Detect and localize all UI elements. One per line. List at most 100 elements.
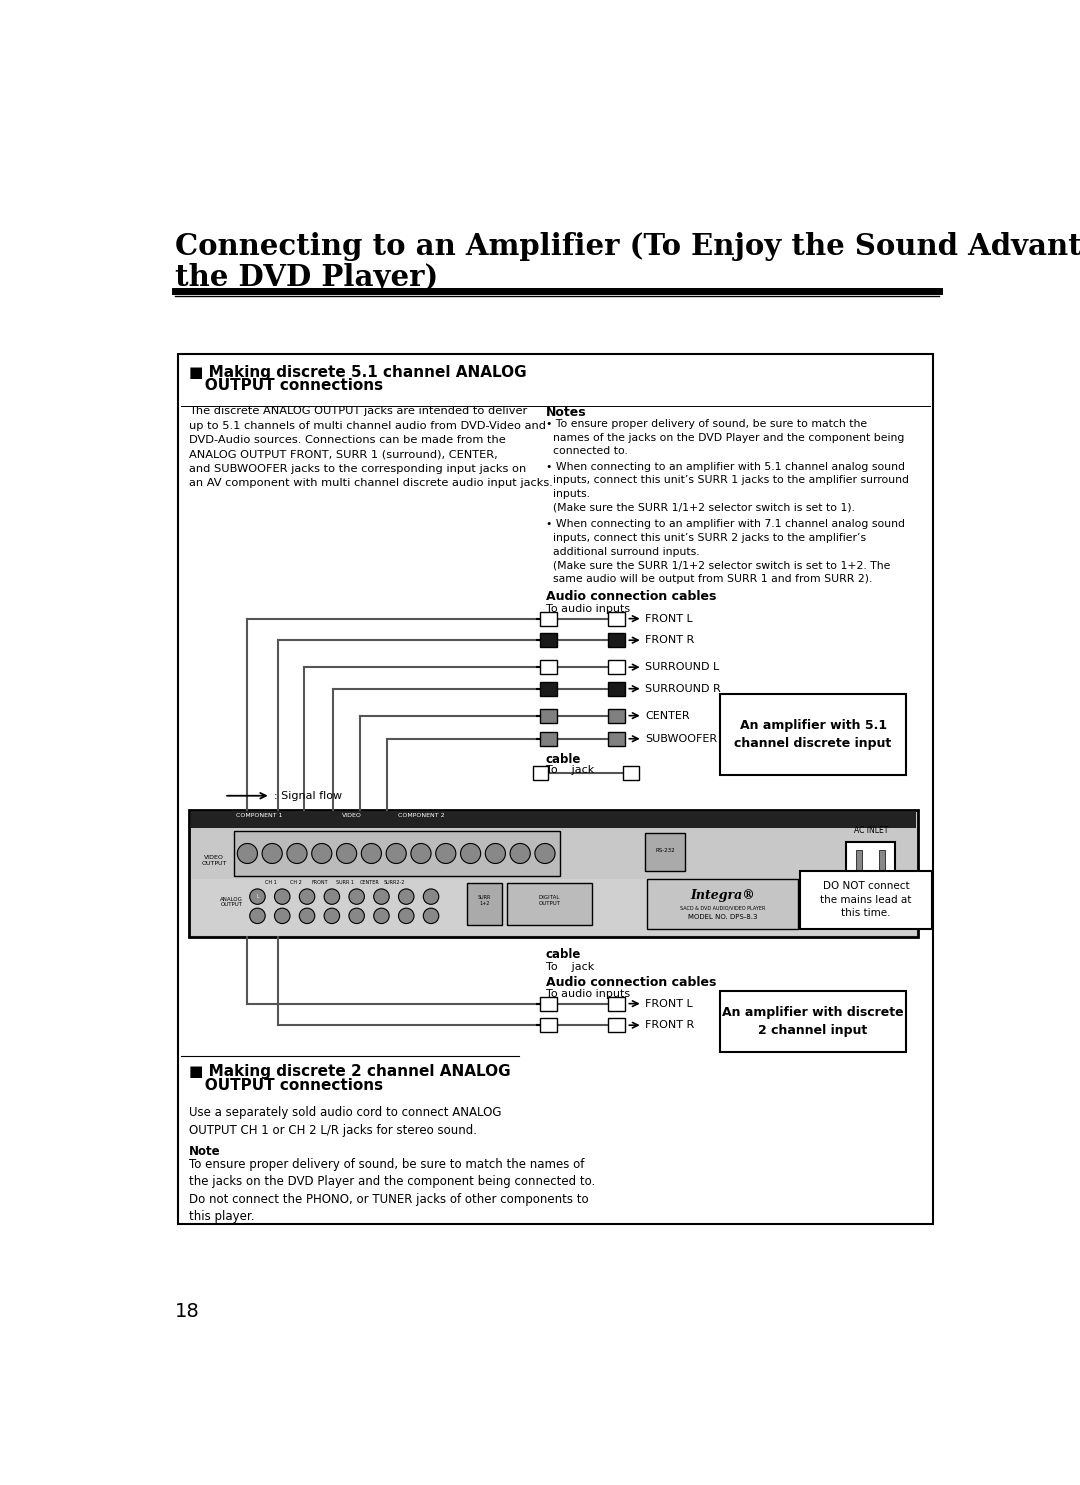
Text: SURROUND L: SURROUND L	[645, 662, 719, 673]
Circle shape	[387, 843, 406, 863]
Circle shape	[262, 843, 282, 863]
Text: Notes: Notes	[545, 405, 586, 419]
Bar	[608, 996, 625, 1011]
Bar	[540, 612, 557, 625]
Text: FRONT L: FRONT L	[645, 613, 692, 624]
Bar	[540, 708, 557, 723]
Text: SURR
1+2: SURR 1+2	[477, 895, 491, 906]
Circle shape	[374, 890, 389, 904]
Text: SACD & DVD AUDIO/VIDEO PLAYER: SACD & DVD AUDIO/VIDEO PLAYER	[679, 906, 765, 910]
Text: Audio connection cables: Audio connection cables	[545, 590, 716, 603]
Bar	[467, 882, 501, 925]
Text: Integra®: Integra®	[690, 890, 755, 903]
Bar	[540, 661, 557, 674]
Bar	[800, 872, 932, 930]
Text: To audio inputs: To audio inputs	[545, 604, 630, 613]
Bar	[720, 693, 906, 775]
Bar	[720, 990, 906, 1053]
Bar	[540, 682, 557, 695]
Bar	[608, 1019, 625, 1032]
Text: DIGITAL
OUTPUT: DIGITAL OUTPUT	[539, 895, 561, 906]
Circle shape	[324, 909, 339, 924]
Text: • To ensure proper delivery of sound, be sure to match the
  names of the jacks : • To ensure proper delivery of sound, be…	[545, 419, 904, 456]
Bar	[879, 849, 886, 881]
Text: : Signal flow: : Signal flow	[274, 790, 342, 800]
Text: To ensure proper delivery of sound, be sure to match the names of
the jacks on t: To ensure proper delivery of sound, be s…	[189, 1158, 595, 1224]
Circle shape	[274, 909, 291, 924]
Text: • When connecting to an amplifier with 5.1 channel analog sound
  inputs, connec: • When connecting to an amplifier with 5…	[545, 462, 908, 512]
Circle shape	[287, 843, 307, 863]
Text: VIDEO
OUTPUT: VIDEO OUTPUT	[201, 855, 227, 866]
Text: To    jack: To jack	[545, 765, 594, 775]
Bar	[532, 766, 548, 780]
Text: RS-232: RS-232	[656, 848, 675, 852]
Circle shape	[423, 890, 438, 904]
Text: Note: Note	[189, 1145, 221, 1157]
Bar	[647, 879, 798, 930]
Bar	[177, 353, 933, 1224]
Bar	[608, 732, 625, 745]
Text: COMPONENT 2: COMPONENT 2	[399, 814, 445, 818]
Circle shape	[238, 843, 257, 863]
Text: OUTPUT connections: OUTPUT connections	[189, 1078, 383, 1093]
Text: To audio inputs: To audio inputs	[545, 989, 630, 999]
Text: cable: cable	[545, 949, 581, 961]
Text: ANALOG
OUTPUT: ANALOG OUTPUT	[220, 897, 243, 907]
Circle shape	[324, 890, 339, 904]
Bar	[608, 682, 625, 695]
Bar	[855, 849, 862, 881]
Text: Use a separately sold audio cord to connect ANALOG
OUTPUT CH 1 or CH 2 L/R jacks: Use a separately sold audio cord to conn…	[189, 1106, 502, 1138]
Circle shape	[374, 909, 389, 924]
Text: An amplifier with 5.1
channel discrete input: An amplifier with 5.1 channel discrete i…	[734, 719, 892, 750]
Bar	[191, 879, 916, 936]
Circle shape	[423, 909, 438, 924]
Circle shape	[485, 843, 505, 863]
Text: SURR 1: SURR 1	[336, 881, 354, 885]
Text: OUTPUT connections: OUTPUT connections	[189, 379, 383, 394]
Text: FRONT R: FRONT R	[645, 1020, 694, 1031]
Text: ■ Making discrete 2 channel ANALOG: ■ Making discrete 2 channel ANALOG	[189, 1063, 511, 1078]
Bar	[608, 612, 625, 625]
Text: Connecting to an Amplifier (To Enjoy the Sound Advantage of: Connecting to an Amplifier (To Enjoy the…	[175, 232, 1080, 261]
Text: CENTER: CENTER	[360, 881, 380, 885]
Circle shape	[299, 890, 314, 904]
Circle shape	[435, 843, 456, 863]
Bar	[645, 833, 685, 872]
Bar	[847, 842, 894, 895]
Text: cable: cable	[545, 753, 581, 766]
Bar	[608, 708, 625, 723]
Text: CENTER: CENTER	[645, 711, 689, 720]
Text: FRONT L: FRONT L	[645, 998, 692, 1008]
Text: ■ Making discrete 5.1 channel ANALOG: ■ Making discrete 5.1 channel ANALOG	[189, 364, 527, 380]
Bar	[540, 996, 557, 1011]
Bar	[608, 633, 625, 647]
Circle shape	[535, 843, 555, 863]
Circle shape	[399, 909, 414, 924]
Circle shape	[362, 843, 381, 863]
Bar	[623, 766, 638, 780]
Text: AC INLET: AC INLET	[854, 826, 889, 835]
Bar	[189, 809, 918, 937]
Circle shape	[349, 909, 364, 924]
Circle shape	[399, 890, 414, 904]
Text: Audio connection cables: Audio connection cables	[545, 976, 716, 989]
Bar	[540, 732, 557, 745]
Text: COMPONENT 1: COMPONENT 1	[235, 814, 282, 818]
Circle shape	[249, 890, 266, 904]
Text: 18: 18	[175, 1302, 200, 1322]
Bar	[234, 832, 559, 876]
Circle shape	[337, 843, 356, 863]
Text: SURR2-2: SURR2-2	[383, 881, 405, 885]
Text: FRONT R: FRONT R	[645, 636, 694, 644]
Circle shape	[410, 843, 431, 863]
Bar	[540, 633, 557, 647]
Text: To    jack: To jack	[545, 962, 594, 973]
Text: MODEL NO. DPS-8.3: MODEL NO. DPS-8.3	[688, 913, 757, 919]
Text: L: L	[256, 894, 259, 898]
Circle shape	[312, 843, 332, 863]
Text: SUBWOOFER: SUBWOOFER	[645, 734, 717, 744]
Text: CH 2: CH 2	[289, 881, 301, 885]
Text: CH 1: CH 1	[265, 881, 276, 885]
Bar	[191, 811, 916, 829]
Text: The discrete ANALOG OUTPUT jacks are intended to deliver
up to 5.1 channels of m: The discrete ANALOG OUTPUT jacks are int…	[189, 405, 553, 489]
